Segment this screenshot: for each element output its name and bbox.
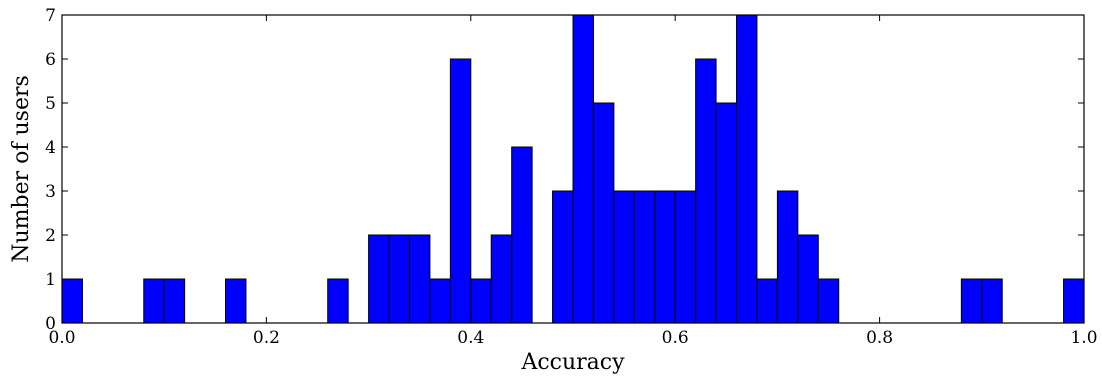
x-axis-label: Accuracy (520, 350, 625, 375)
x-tick-label: 0.2 (253, 328, 280, 348)
histogram-bar (429, 278, 451, 324)
histogram-bar (776, 190, 799, 324)
histogram-bar (981, 278, 1003, 324)
histogram-bar (572, 14, 594, 324)
histogram-bar (470, 278, 492, 324)
histogram-bar (163, 278, 186, 324)
tick-labels-group: 0.0 0.2 0.4 0.6 0.8 1.0 0 1 2 3 4 5 6 7 (45, 6, 1097, 348)
histogram-bar (756, 278, 778, 324)
histogram-bar (449, 58, 472, 324)
histogram-bar (61, 278, 83, 324)
histogram-bar (225, 278, 247, 324)
y-tick-label: 5 (45, 94, 56, 114)
histogram-bar (817, 278, 840, 324)
histogram-bar (490, 234, 513, 324)
plot-frame (61, 14, 1085, 324)
y-tick-label: 4 (45, 138, 56, 158)
x-tick-label: 0.4 (457, 328, 484, 348)
histogram-bar (511, 146, 533, 324)
histogram-bar (695, 58, 717, 324)
y-tick-label: 2 (45, 226, 56, 246)
histogram-bar (654, 190, 676, 324)
histogram-bar (960, 278, 983, 324)
x-tick-label: 0.0 (48, 328, 75, 348)
histogram-bar (592, 102, 615, 324)
histogram-bar (327, 278, 349, 324)
y-tick-label: 0 (45, 314, 56, 334)
histogram-bar (1063, 278, 1085, 324)
x-tick-label: 1.0 (1070, 328, 1097, 348)
y-axis-label: Number of users (9, 75, 34, 263)
histogram-bar (368, 234, 390, 324)
y-tick-label: 7 (45, 6, 56, 26)
x-tick-label: 0.8 (866, 328, 893, 348)
bars-group (61, 14, 1085, 324)
histogram-bar (408, 234, 431, 324)
x-tick-label: 0.6 (662, 328, 689, 348)
histogram-bar (674, 190, 697, 324)
y-tick-label: 6 (45, 50, 56, 70)
y-tick-label: 1 (45, 270, 56, 290)
histogram-bar (633, 190, 656, 324)
y-tick-label: 3 (45, 182, 56, 202)
histogram-bar (613, 190, 635, 324)
histogram-bar (143, 278, 165, 324)
histogram-bar (715, 102, 738, 324)
histogram-bar (797, 234, 819, 324)
histogram-bar (552, 190, 574, 324)
histogram-bar (736, 14, 758, 324)
histogram-bar (388, 234, 410, 324)
